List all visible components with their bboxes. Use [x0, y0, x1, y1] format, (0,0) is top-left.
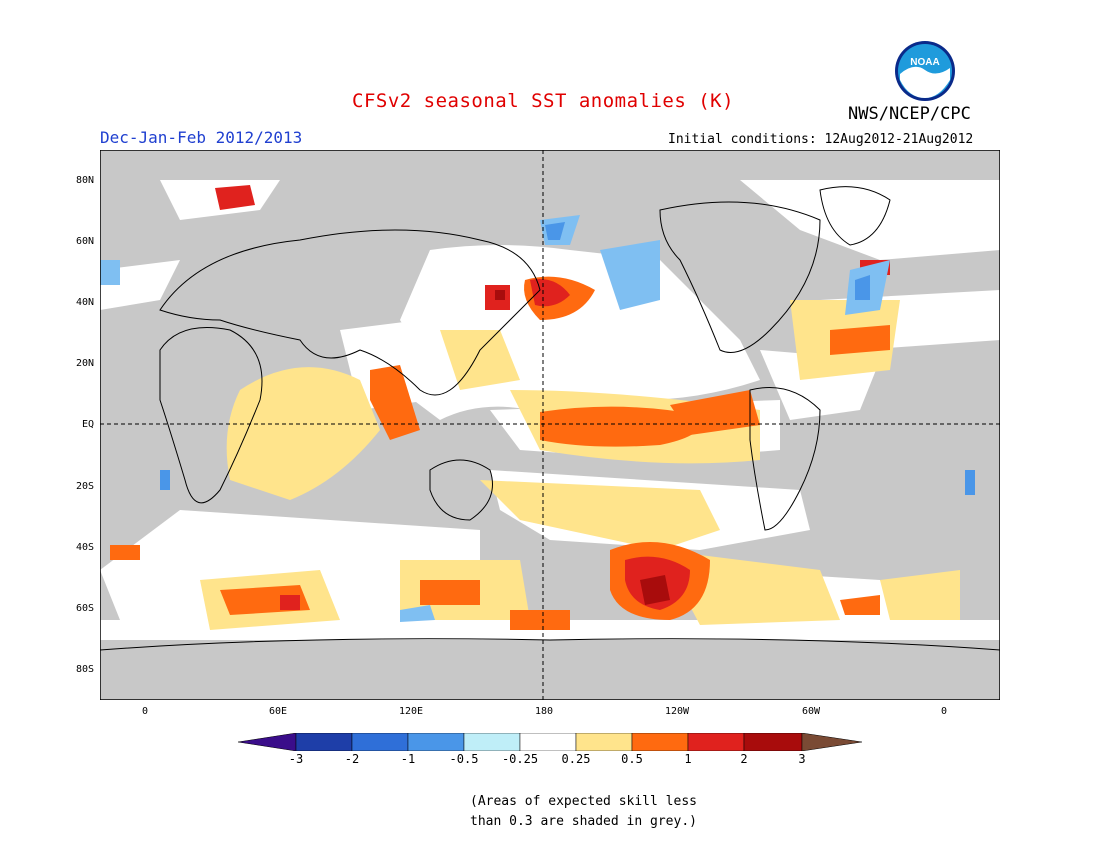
skill-note: (Areas of expected skill less than 0.3 a…: [470, 792, 697, 832]
colorbar-label-m1: -1: [400, 752, 416, 766]
map-title: CFSv2 seasonal SST anomalies (K): [352, 90, 735, 112]
noaa-logo: NOAA: [895, 41, 955, 101]
colorbar-label-m2: -2: [344, 752, 360, 766]
lon-label-180: 180: [534, 706, 554, 717]
colorbar-high-arrow: [801, 733, 862, 751]
colorbar-label-p05: 0.5: [621, 752, 643, 766]
lat-label-40s: 40S: [75, 542, 94, 553]
lon-label-0-right: 0: [940, 706, 948, 717]
colorbar-low-arrow: [238, 733, 297, 751]
colorbar-label-p2: 2: [740, 752, 748, 766]
lat-label-20s: 20S: [75, 481, 94, 492]
season-label: Dec-Jan-Feb 2012/2013: [100, 128, 303, 147]
lat-label-20n: 20N: [75, 358, 94, 369]
initial-conditions-label: Initial conditions: 12Aug2012-21Aug2012: [668, 132, 974, 147]
agency-label: NWS/NCEP/CPC: [848, 104, 971, 124]
skill-note-line1: (Areas of expected skill less: [470, 794, 697, 809]
lon-label-60w: 60W: [801, 706, 821, 717]
colorbar-label-p1: 1: [684, 752, 692, 766]
lon-label-60e: 60E: [268, 706, 288, 717]
colorbar-label-p025: 0.25: [561, 752, 591, 766]
lon-label-120e: 120E: [398, 706, 424, 717]
colorbar-label-m025: -0.25: [501, 752, 539, 766]
colorbar-label-m05: -0.5: [449, 752, 479, 766]
lat-label-40n: 40N: [75, 297, 94, 308]
lon-label-120w: 120W: [664, 706, 690, 717]
svg-text:NOAA: NOAA: [910, 57, 939, 68]
lat-label-60n: 60N: [75, 236, 94, 247]
sst-anomaly-map: [100, 150, 1000, 700]
lon-label-0: 0: [141, 706, 149, 717]
colorbar: [238, 733, 862, 751]
colorbar-label-p3: 3: [798, 752, 806, 766]
colorbar-label-m3: -3: [288, 752, 304, 766]
lat-label-80n: 80N: [75, 175, 94, 186]
lat-label-80s: 80S: [75, 664, 94, 675]
lat-label-eq: EQ: [81, 419, 94, 430]
skill-note-line2: than 0.3 are shaded in grey.): [470, 814, 697, 829]
lat-label-60s: 60S: [75, 603, 94, 614]
